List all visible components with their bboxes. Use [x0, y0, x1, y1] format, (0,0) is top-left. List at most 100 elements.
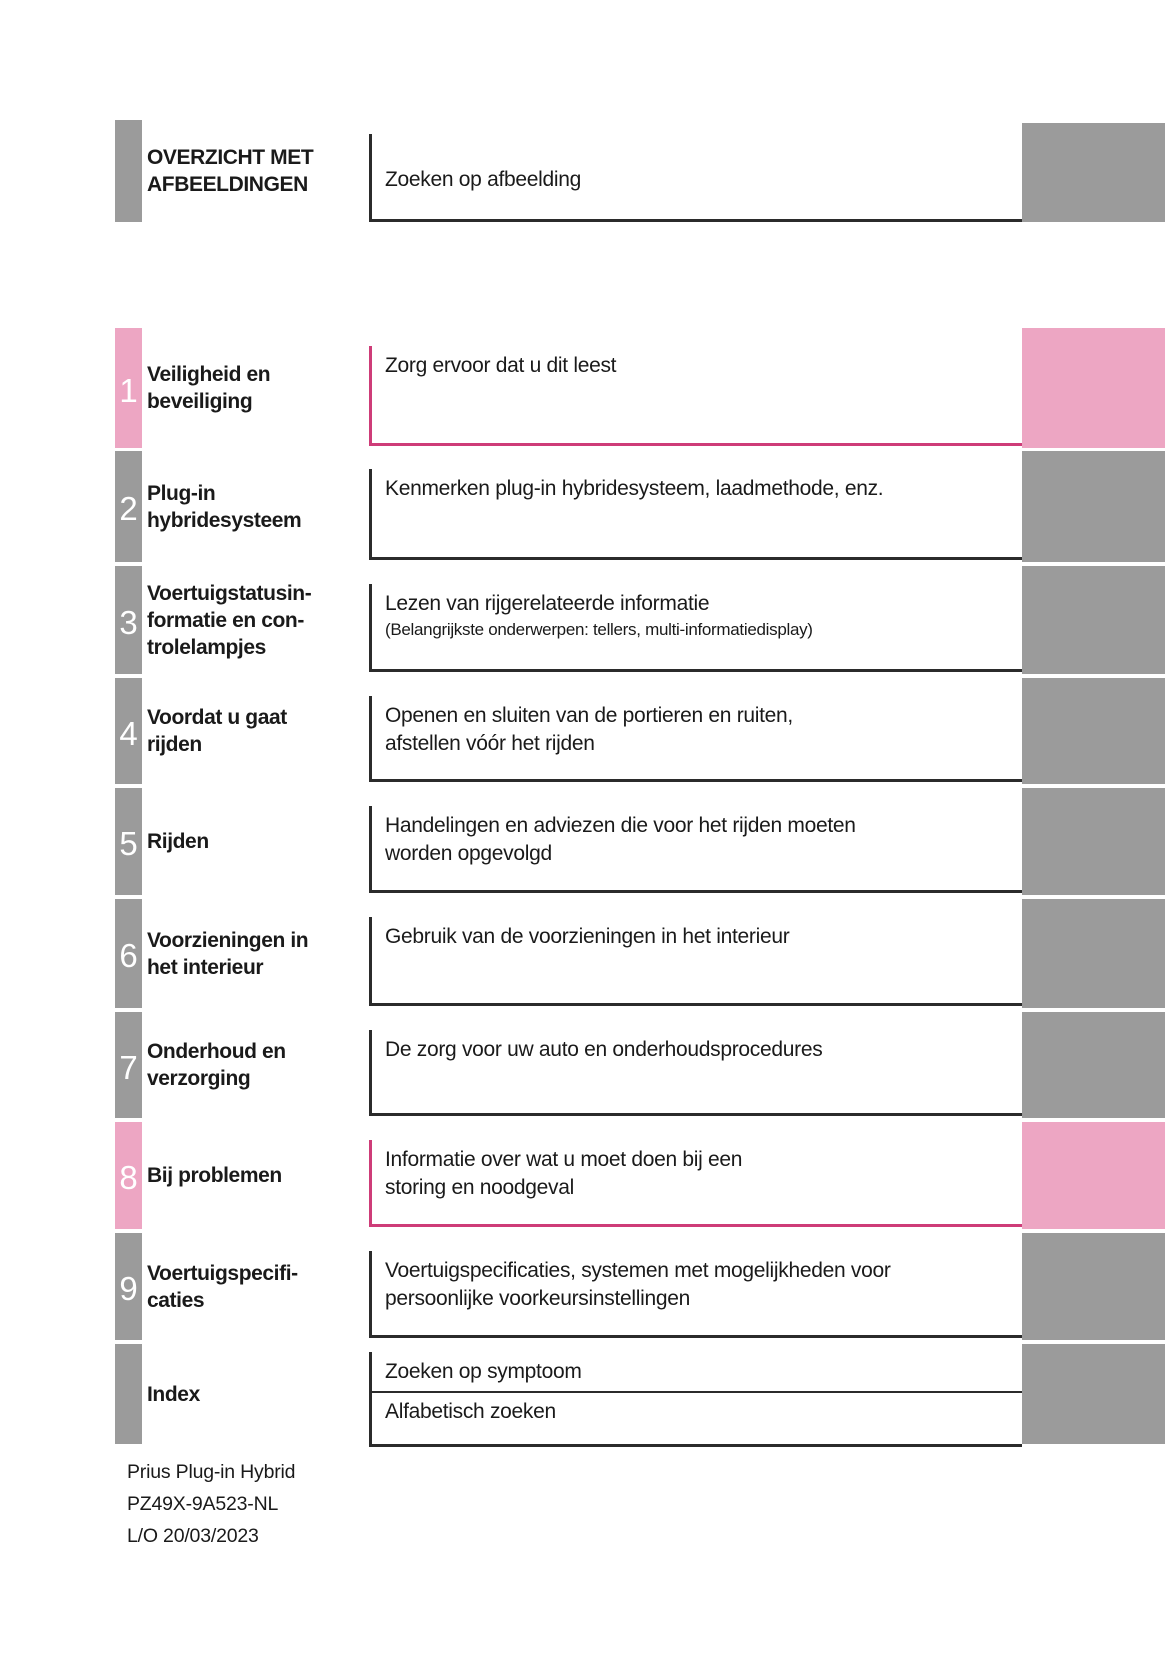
section-row-1: 1 Veiligheid en beveiliging Zorg ervoor … [115, 328, 1165, 448]
section-number: 4 [119, 714, 138, 752]
section-tab: 3 [115, 566, 142, 674]
footer-line: PZ49X-9A523-NL [127, 1493, 279, 1515]
description-subline: (Belangrijkste onderwerpen: tellers, mul… [385, 620, 813, 639]
section-color-block [1022, 1233, 1165, 1340]
header-description-box: Zoeken op afbeelding [369, 134, 1022, 222]
title-line: caties [147, 1288, 205, 1312]
section-number: 2 [119, 490, 138, 527]
title-line: verzorging [147, 1067, 251, 1090]
description-line: Zorg ervoor dat u dit leest [385, 354, 617, 377]
section-color-block [1022, 899, 1165, 1008]
section-tab: 4 [115, 678, 142, 784]
index-color-block [1022, 1344, 1165, 1444]
section-title: Veiligheid en beveiliging [147, 328, 369, 448]
section-color-block [1022, 328, 1165, 448]
section-description-box: Informatie over wat u moet doen bij een … [369, 1140, 1022, 1227]
title-line: Voertuigstatusin- [147, 581, 312, 605]
section-color-block [1022, 678, 1165, 784]
title-line: Index [147, 1382, 200, 1406]
title-line: Voertuigspecifi- [147, 1261, 298, 1285]
section-color-block [1022, 1122, 1165, 1229]
header-title: OVERZICHT MET AFBEELDINGEN [147, 120, 369, 222]
title-line: rijden [147, 733, 202, 756]
title-line: het interieur [147, 955, 264, 979]
description-line: worden opgevolgd [385, 842, 552, 865]
header-title-line: OVERZICHT MET [147, 146, 314, 169]
index-entry-symptom: Zoeken op symptoom [372, 1352, 1022, 1393]
section-title: Voertuigspecifi- caties [147, 1233, 369, 1340]
index-title: Index [147, 1344, 369, 1444]
header-row: OVERZICHT MET AFBEELDINGEN Zoeken op afb… [115, 120, 1165, 222]
section-description-box: Handelingen en adviezen die voor het rij… [369, 806, 1022, 893]
title-line: Onderhoud en [147, 1040, 286, 1063]
index-box: Zoeken op symptoom Alfabetisch zoeken [369, 1352, 1022, 1447]
section-row-7: 7 Onderhoud en verzorging De zorg voor u… [115, 1012, 1165, 1118]
section-tab: 1 [115, 328, 142, 448]
section-tab: 7 [115, 1012, 142, 1118]
section-title: Voorzieningen in het interieur [147, 899, 369, 1008]
section-description-box: Openen en sluiten van de portieren en ru… [369, 696, 1022, 782]
title-line: Veiligheid en [147, 363, 271, 386]
description-line: storing en noodgeval [385, 1176, 574, 1199]
section-title: Rijden [147, 788, 369, 895]
section-number: 8 [119, 1159, 138, 1196]
description-line: Voertuigspecificaties, systemen met moge… [385, 1259, 891, 1282]
section-tab: 8 [115, 1122, 142, 1229]
section-color-block [1022, 451, 1165, 562]
section-number: 6 [119, 937, 138, 974]
footer-line: L/O 20/03/2023 [127, 1525, 259, 1547]
description-line: De zorg voor uw auto en onderhoudsproced… [385, 1038, 823, 1061]
section-number: 9 [119, 1270, 138, 1307]
header-tab [115, 120, 142, 222]
title-line: Voordat u gaat [147, 706, 287, 729]
index-row: Index Zoeken op symptoom Alfabetisch zoe… [115, 1344, 1165, 1447]
section-row-4: 4 Voordat u gaat rijden Openen en sluite… [115, 678, 1165, 784]
index-tab [115, 1344, 142, 1444]
description-line: Handelingen en adviezen die voor het rij… [385, 814, 856, 837]
page-footer: Prius Plug-in Hybrid PZ49X-9A523-NL L/O … [127, 1456, 296, 1552]
section-row-3: 3 Voertuigstatusin- formatie en con- tro… [115, 566, 1165, 674]
section-tab: 5 [115, 788, 142, 895]
description-line: Gebruik van de voorzieningen in het inte… [385, 925, 790, 948]
title-line: Rijden [147, 830, 209, 853]
section-description-box: Lezen van rijgerelateerde informatie (Be… [369, 584, 1022, 672]
description-line: Openen en sluiten van de portieren en ru… [385, 704, 793, 727]
section-tab: 9 [115, 1233, 142, 1340]
footer-line: Prius Plug-in Hybrid [127, 1461, 296, 1483]
section-description-box: Voertuigspecificaties, systemen met moge… [369, 1251, 1022, 1338]
section-tab: 2 [115, 451, 142, 562]
section-row-2: 2 Plug-in hybridesysteem Kenmerken plug-… [115, 451, 1165, 562]
section-description-box: Gebruik van de voorzieningen in het inte… [369, 917, 1022, 1006]
section-title: Voordat u gaat rijden [147, 678, 369, 784]
section-color-block [1022, 566, 1165, 674]
section-title: Voertuigstatusin- formatie en con- trole… [147, 566, 369, 674]
section-title: Onderhoud en verzorging [147, 1012, 369, 1118]
section-tab: 6 [115, 899, 142, 1008]
section-number: 3 [119, 603, 138, 641]
description-line: persoonlijke voorkeursinstellingen [385, 1287, 690, 1310]
description-line: afstellen vóór het rijden [385, 732, 595, 755]
section-row-6: 6 Voorzieningen in het interieur Gebruik… [115, 899, 1165, 1008]
section-row-8: 8 Bij problemen Informatie over wat u mo… [115, 1122, 1165, 1229]
header-title-line: AFBEELDINGEN [147, 173, 308, 196]
section-title: Bij problemen [147, 1122, 369, 1229]
header-color-block [1022, 123, 1165, 222]
title-line: formatie en con- [147, 608, 304, 632]
description-line: Informatie over wat u moet doen bij een [385, 1148, 743, 1171]
section-title: Plug-in hybridesysteem [147, 451, 369, 562]
section-description-box: Zorg ervoor dat u dit leest [369, 346, 1022, 446]
section-description-box: De zorg voor uw auto en onderhoudsproced… [369, 1030, 1022, 1116]
title-line: beveiliging [147, 390, 253, 413]
index-entry-alphabetical: Alfabetisch zoeken [385, 1400, 556, 1423]
section-row-9: 9 Voertuigspecifi- caties Voertuigspecif… [115, 1233, 1165, 1340]
description-line: Lezen van rijgerelateerde informatie [385, 592, 710, 615]
title-line: Bij problemen [147, 1164, 282, 1187]
section-number: 1 [119, 371, 138, 409]
title-line: Plug-in [147, 481, 216, 505]
section-number: 5 [119, 825, 138, 862]
title-line: hybridesysteem [147, 508, 302, 532]
description-line: Kenmerken plug-in hybridesysteem, laadme… [385, 477, 884, 500]
section-description-box: Kenmerken plug-in hybridesysteem, laadme… [369, 469, 1022, 560]
section-color-block [1022, 1012, 1165, 1118]
